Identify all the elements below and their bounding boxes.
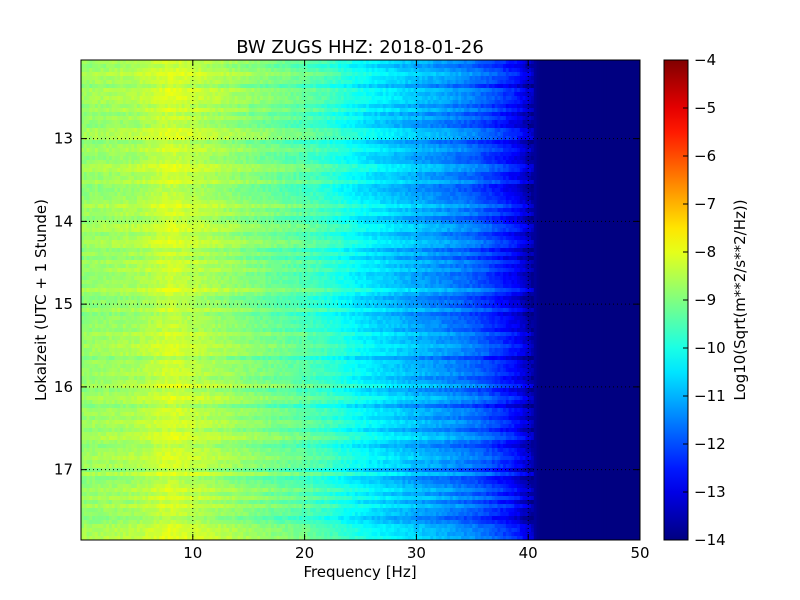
spectrogram-image <box>81 60 641 541</box>
chart-title: BW ZUGS HHZ: 2018-01-26 <box>236 37 484 58</box>
